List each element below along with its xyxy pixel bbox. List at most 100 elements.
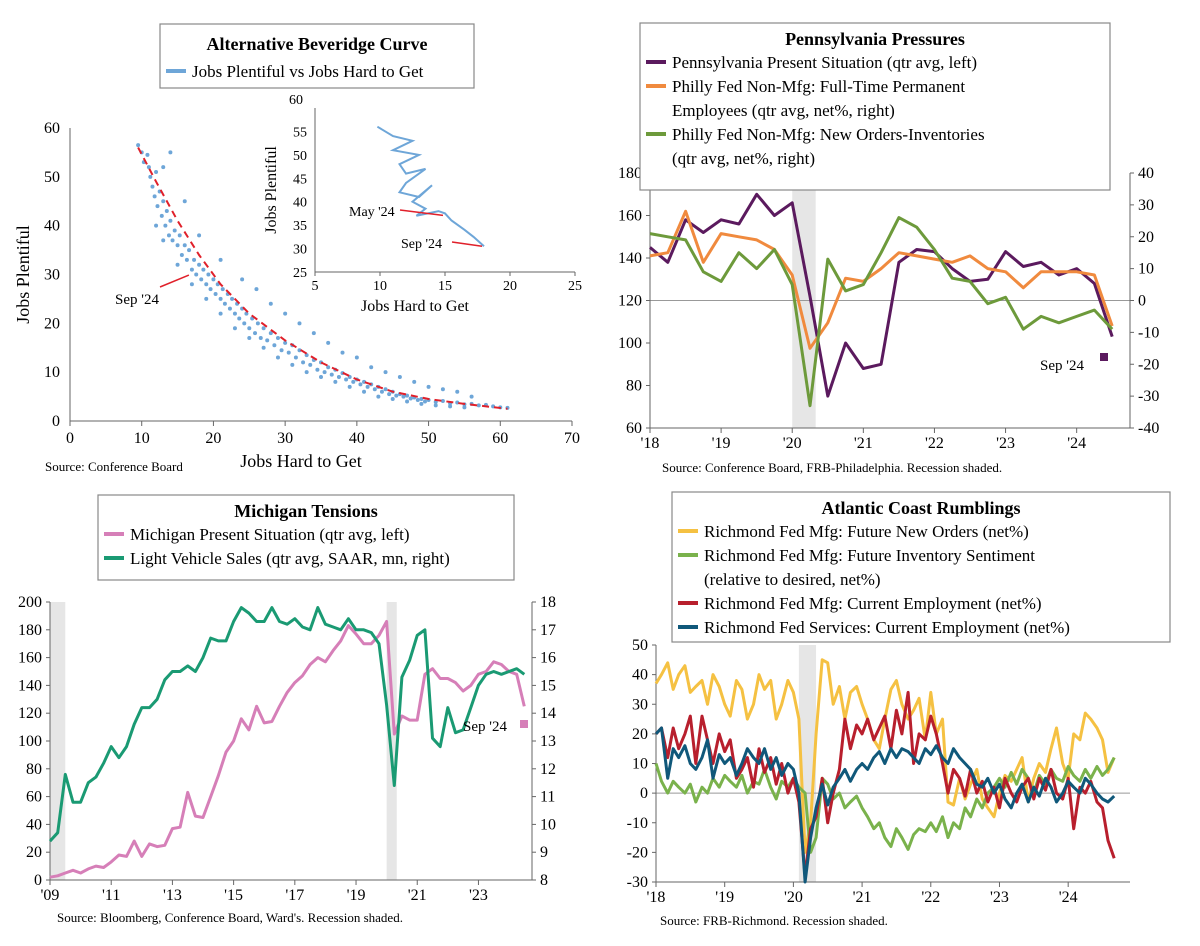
y-tick-label: 140 [618,250,642,267]
scatter-point [433,403,438,408]
scatter-point [440,398,445,403]
chart-title: Atlantic Coast Rumblings [821,498,1020,518]
scatter-point [237,316,242,321]
legend-label-0: Pennsylvania Present Situation (qtr avg,… [672,53,977,72]
y-tick-label: 20 [26,844,42,861]
y-tick-label: 60 [44,120,60,137]
scatter-point [326,365,331,370]
x-tick-label: '18 [641,435,660,452]
y-tick-label: 120 [618,293,642,310]
scatter-point [242,321,247,326]
scatter-point [419,397,424,402]
x-tick-label: '22 [921,889,940,906]
x-tick-label: 40 [349,430,365,447]
inset-x-axis-label: Jobs Hard to Get [361,298,470,315]
y-tick-label: 160 [18,650,42,667]
annotation-arrow [159,274,190,288]
inset-x-tick-label: 10 [373,279,387,294]
scatter-point [208,287,213,292]
scatter-point [372,387,377,392]
x-tick-label: 30 [277,430,293,447]
legend-label-0: Michigan Present Situation (qtr avg, lef… [130,525,410,544]
y-right-tick-label: 15 [540,677,556,694]
x-tick-label: 60 [492,430,508,447]
scatter-point [286,350,291,355]
y-tick-label: 20 [44,315,60,332]
x-tick-label: 20 [205,430,221,447]
scatter-point [230,296,235,301]
scatter-point [347,384,352,389]
scatter-point [362,389,367,394]
y-tick-label: 160 [618,208,642,225]
scatter-point [448,404,453,409]
chart-title: Michigan Tensions [234,501,378,521]
scatter-point [146,165,151,170]
x-tick-label: '21 [408,887,427,904]
y-right-tick-label: 9 [540,844,548,861]
x-axis-label: Jobs Hard to Get [240,451,361,471]
y-right-tick-label: 8 [540,872,548,889]
scatter-point [189,267,194,272]
y-tick-label: 180 [18,622,42,639]
scatter-point [469,394,474,399]
legend-label-0: Richmond Fed Mfg: Future New Orders (net… [704,522,1029,541]
scatter-point [422,399,427,404]
scatter-point [290,362,295,367]
scatter-point [218,296,223,301]
scatter-point [315,367,320,372]
scatter-point [365,384,370,389]
scatter-point [168,150,173,155]
scatter-point [358,382,363,387]
y-tick-label: 120 [18,705,42,722]
inset-annotation-arrow [451,241,483,247]
scatter-point [164,209,169,214]
scatter-point [161,165,166,170]
scatter-point [426,384,431,389]
source-note: Source: Conference Board [45,459,183,474]
scatter-point [201,267,206,272]
y-tick-label: -30 [627,874,648,891]
inset-annotation-label: Sep '24 [401,237,442,252]
y-tick-label: 180 [618,165,642,182]
chart-title: Alternative Beveridge Curve [207,34,428,54]
beveridge-chart: Alternative Beveridge Curve Jobs Plentifu… [13,23,582,474]
latest-marker [1100,353,1108,361]
y-tick-label: 20 [632,726,648,743]
inset-x-tick-label: 15 [438,279,452,294]
scatter-point [155,204,160,209]
y-right-tick-label: 10 [540,816,556,833]
annotation-label: Sep '24 [1040,358,1084,374]
scatter-point [390,397,395,402]
scatter-point [301,360,306,365]
scatter-point [283,311,288,316]
scatter-point [412,379,417,384]
x-tick-label: '20 [784,889,803,906]
y-tick-label: 10 [632,756,648,773]
scatter-point [268,301,273,306]
scatter-point [232,326,237,331]
scatter-point [379,389,384,394]
scatter-point [394,393,399,398]
legend-label-2: Richmond Fed Mfg: Current Employment (ne… [704,594,1042,613]
scatter-point [182,199,187,204]
axis-lines [655,645,1130,883]
y-tick-label: 60 [26,789,42,806]
latest-marker [520,720,528,728]
y-tick-label: -10 [627,815,648,832]
y-tick-label: 0 [34,872,42,889]
y-right-tick-label: 13 [540,733,556,750]
annotation-label: Sep '24 [115,292,159,308]
inset-x-tick-label: 20 [503,279,517,294]
scatter-point [163,223,168,228]
y-tick-label: 50 [44,169,60,186]
scatter-point [161,199,166,204]
y-tick-label: 40 [632,667,648,684]
y-tick-label: 0 [640,785,648,802]
legend-box [671,491,1171,643]
scatter-point [136,143,141,148]
scatter-point [189,282,194,287]
legend-label-1: Philly Fed Non-Mfg: Full-Time Permanent E… [672,77,965,120]
scatter-point [247,335,252,340]
x-tick-label: '23 [990,889,1009,906]
